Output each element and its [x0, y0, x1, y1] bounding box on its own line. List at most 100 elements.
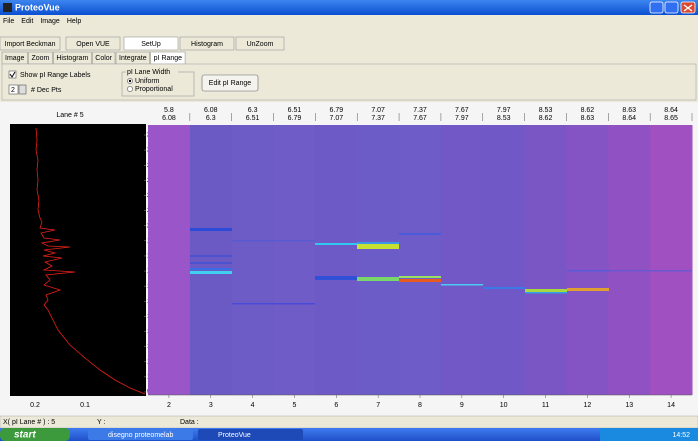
lane-number: 9 [460, 402, 464, 409]
band [483, 287, 525, 289]
tab-label: Image [5, 55, 25, 62]
minimize-button[interactable] [650, 2, 663, 13]
profile-title: Lane # 5 [56, 112, 83, 119]
band [315, 276, 357, 280]
menu-bar [0, 15, 698, 26]
gel-lane [483, 125, 525, 395]
lane-top-label: 7.67 [455, 107, 469, 114]
gel-lane [566, 125, 608, 395]
app-icon [3, 3, 12, 12]
clock: 14:52 [672, 432, 690, 439]
lane-number: 6 [334, 402, 338, 409]
window-title: ProteoVue [15, 2, 60, 12]
task-label: ProteoVue [218, 432, 251, 439]
band [525, 292, 567, 294]
dec-pts-value: 2 [11, 87, 15, 94]
tab-label: Zoom [31, 55, 49, 62]
lane-bottom-label: 6.51 [246, 115, 260, 122]
radio-label: Uniform [135, 78, 160, 85]
start-label: start [14, 430, 36, 441]
settings-panel [2, 64, 696, 100]
menu-item[interactable]: Image [40, 18, 60, 25]
lane-top-label: 7.97 [497, 107, 511, 114]
lane-number: 14 [667, 402, 675, 409]
lane-number: 11 [542, 402, 549, 409]
toolbar-label: Import Beckman [5, 41, 56, 48]
radio-label: Proportional [135, 86, 173, 93]
tab-label: Color [95, 55, 112, 62]
spacer [0, 27, 698, 35]
spinner[interactable] [19, 85, 26, 94]
lane-bottom-label: 8.64 [622, 115, 636, 122]
band [315, 243, 357, 245]
band [399, 279, 441, 282]
menu-item[interactable]: Help [67, 18, 82, 25]
gel-lane [148, 125, 190, 395]
lane-bottom-label: 7.97 [455, 115, 469, 122]
gel-lane [232, 125, 274, 395]
dec-pts-label: # Dec Pts [31, 87, 62, 94]
radio-dot [129, 80, 131, 82]
toolbar-label: Open VUE [76, 41, 110, 48]
button-label: Edit pI Range [209, 80, 252, 87]
band [357, 242, 399, 244]
maximize-button[interactable] [665, 2, 678, 13]
toolbar-label: Histogram [191, 41, 223, 48]
lane-top-label: 8.53 [539, 107, 553, 114]
screen: ProteoVue File Edit Image Help Import Beckm… [0, 0, 698, 441]
lane-number: 8 [418, 402, 422, 409]
gel-lane [441, 125, 483, 395]
band [399, 233, 441, 235]
gel-lane [190, 125, 232, 395]
band [190, 228, 232, 231]
lane-top-label: 6.3 [248, 107, 258, 114]
band [525, 289, 567, 292]
lane-bottom-label: 8.65 [664, 115, 678, 122]
lane-top-label: 7.37 [413, 107, 427, 114]
page: ProteoVue File Edit Image Help Import Beckm… [0, 0, 698, 441]
band [609, 270, 692, 272]
task-label: disegno proteomelab [108, 432, 173, 439]
gel-lane [650, 125, 692, 395]
lane-top-label: 6.08 [204, 107, 218, 114]
gel-lane [525, 125, 567, 395]
title-bar [0, 0, 698, 15]
profile-plot [10, 124, 146, 396]
band [357, 277, 399, 281]
lane-bottom-label: 8.53 [497, 115, 511, 122]
tab-strip: Image Zoom Histogram Color Integrate pI Range [2, 52, 185, 64]
gel-view: 5.86.0826.086.336.36.5146.516.7956.797.0… [148, 107, 693, 409]
group-title: pI Lane Width [127, 69, 170, 76]
menu-item[interactable]: File [3, 18, 14, 25]
gel-lane [399, 125, 441, 395]
checkbox-label: Show pI Range Labels [20, 72, 91, 79]
band [567, 270, 609, 272]
gel-lane [608, 125, 650, 395]
lane-bottom-label: 6.08 [162, 115, 176, 122]
band [441, 284, 483, 286]
tab-label: pI Range [154, 55, 183, 62]
x-label: 0.2 [30, 402, 40, 409]
tab-label: Histogram [56, 55, 88, 62]
lane-bottom-label: 7.07 [329, 115, 343, 122]
band [190, 255, 232, 257]
band [399, 276, 441, 278]
x-label: 0.1 [80, 402, 90, 409]
lane-number: 5 [293, 402, 297, 409]
menu-item[interactable]: Edit [21, 18, 33, 25]
lane-bottom-label: 8.62 [539, 115, 553, 122]
lane-number: 13 [625, 402, 633, 409]
tab-label: Integrate [119, 55, 147, 62]
lane-top-label: 8.63 [622, 107, 636, 114]
lane-bottom-label: 6.3 [206, 115, 216, 122]
toolbar-label: UnZoom [247, 41, 274, 48]
lane-number: 4 [251, 402, 255, 409]
band [190, 262, 232, 264]
radio-proportional[interactable] [127, 86, 132, 91]
lane-number: 10 [500, 402, 508, 409]
lane-number: 7 [376, 402, 380, 409]
lane-top-label: 8.64 [664, 107, 678, 114]
band [190, 268, 232, 270]
status-y: Y : [97, 419, 105, 426]
